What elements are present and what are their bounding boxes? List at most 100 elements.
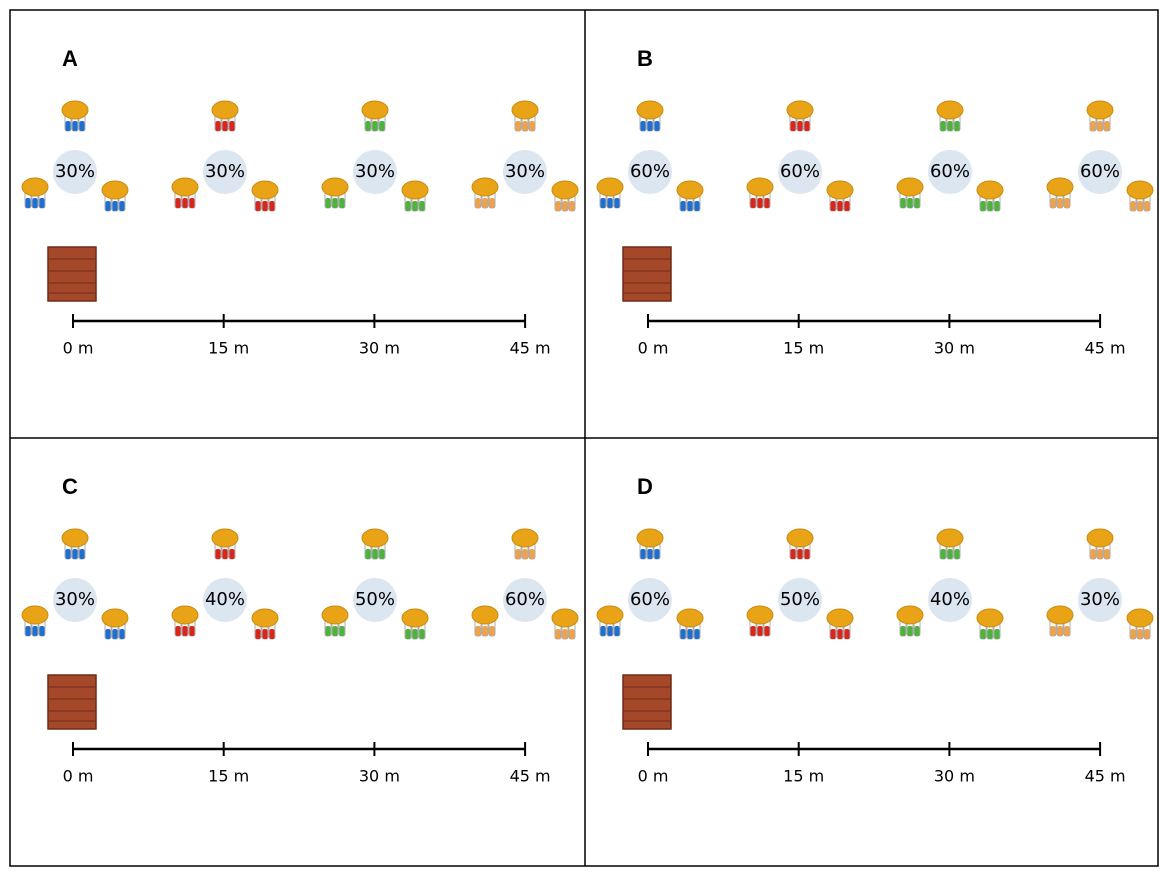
feeder-food xyxy=(472,178,498,196)
feeder-food xyxy=(102,609,128,627)
tube-tip xyxy=(270,629,275,639)
panel-label: A xyxy=(62,46,78,71)
station-percent: 50% xyxy=(780,589,820,610)
station-percent: 60% xyxy=(630,161,670,182)
tube-tip xyxy=(563,201,568,211)
tube-tip xyxy=(270,201,275,211)
tube-tip xyxy=(941,121,946,131)
feeder-food xyxy=(322,606,348,624)
tube-tip xyxy=(380,549,385,559)
feeder-food xyxy=(212,101,238,119)
tube-tip xyxy=(26,198,31,208)
feeder-food xyxy=(252,181,278,199)
tube-tip xyxy=(1098,549,1103,559)
tube-tip xyxy=(490,626,495,636)
tube-tip xyxy=(641,121,646,131)
tube-tip xyxy=(988,201,993,211)
tube-tip xyxy=(263,201,268,211)
tube-tip xyxy=(333,626,338,636)
scale-label: 0 m xyxy=(63,767,94,786)
tube-tip xyxy=(838,629,843,639)
tube-tip xyxy=(73,121,78,131)
station-percent: 30% xyxy=(505,161,545,182)
tube-tip xyxy=(1138,629,1143,639)
scale-label: 15 m xyxy=(208,339,249,358)
tube-tip xyxy=(1051,198,1056,208)
tube-tip xyxy=(190,198,195,208)
feeder-food xyxy=(1047,606,1073,624)
tube-tip xyxy=(765,198,770,208)
feeder-food xyxy=(212,529,238,547)
tube-tip xyxy=(615,626,620,636)
tube-tip xyxy=(570,201,575,211)
feeder-food xyxy=(322,178,348,196)
tube-tip xyxy=(798,549,803,559)
tube-tip xyxy=(901,626,906,636)
tube-tip xyxy=(751,626,756,636)
feeder-food xyxy=(787,101,813,119)
feeder-food xyxy=(977,609,1003,627)
feeder-food xyxy=(977,181,1003,199)
tube-tip xyxy=(223,121,228,131)
tube-tip xyxy=(256,629,261,639)
tube-tip xyxy=(113,201,118,211)
tube-tip xyxy=(1051,626,1056,636)
tube-tip xyxy=(570,629,575,639)
tube-tip xyxy=(66,121,71,131)
scale-label: 15 m xyxy=(783,767,824,786)
feeder-food xyxy=(937,101,963,119)
station-percent: 40% xyxy=(930,589,970,610)
tube-tip xyxy=(765,626,770,636)
feeder-food xyxy=(512,101,538,119)
tube-tip xyxy=(366,121,371,131)
tube-tip xyxy=(216,121,221,131)
tube-tip xyxy=(230,549,235,559)
tube-tip xyxy=(530,121,535,131)
station-percent: 60% xyxy=(930,161,970,182)
tube-tip xyxy=(420,629,425,639)
tube-tip xyxy=(373,121,378,131)
tube-tip xyxy=(176,198,181,208)
tube-tip xyxy=(340,626,345,636)
tube-tip xyxy=(516,549,521,559)
tube-tip xyxy=(1138,201,1143,211)
tube-tip xyxy=(406,629,411,639)
tube-tip xyxy=(901,198,906,208)
feeder-food xyxy=(362,529,388,547)
scale-label: 30 m xyxy=(934,767,975,786)
tube-tip xyxy=(230,121,235,131)
scale-label: 30 m xyxy=(359,339,400,358)
scale-label: 0 m xyxy=(638,339,669,358)
tube-tip xyxy=(805,121,810,131)
station-percent: 60% xyxy=(630,589,670,610)
feeder-food xyxy=(1047,178,1073,196)
tube-tip xyxy=(516,121,521,131)
tube-tip xyxy=(981,629,986,639)
scale-label: 0 m xyxy=(63,339,94,358)
tube-tip xyxy=(556,201,561,211)
tube-tip xyxy=(80,121,85,131)
feeder-food xyxy=(897,606,923,624)
tube-tip xyxy=(183,198,188,208)
scale-label: 45 m xyxy=(510,767,551,786)
tube-tip xyxy=(326,626,331,636)
tube-tip xyxy=(948,549,953,559)
tube-tip xyxy=(80,549,85,559)
tube-tip xyxy=(608,198,613,208)
tube-tip xyxy=(66,549,71,559)
feeder-food xyxy=(252,609,278,627)
tube-tip xyxy=(915,626,920,636)
tube-tip xyxy=(688,629,693,639)
tube-tip xyxy=(523,121,528,131)
tube-tip xyxy=(695,629,700,639)
scale-label: 30 m xyxy=(359,767,400,786)
tube-tip xyxy=(908,626,913,636)
tube-tip xyxy=(113,629,118,639)
tube-tip xyxy=(751,198,756,208)
tube-tip xyxy=(831,201,836,211)
feeder-food xyxy=(637,529,663,547)
tube-tip xyxy=(1091,121,1096,131)
feeder-food xyxy=(402,609,428,627)
station-percent: 60% xyxy=(780,161,820,182)
station-percent: 50% xyxy=(355,589,395,610)
